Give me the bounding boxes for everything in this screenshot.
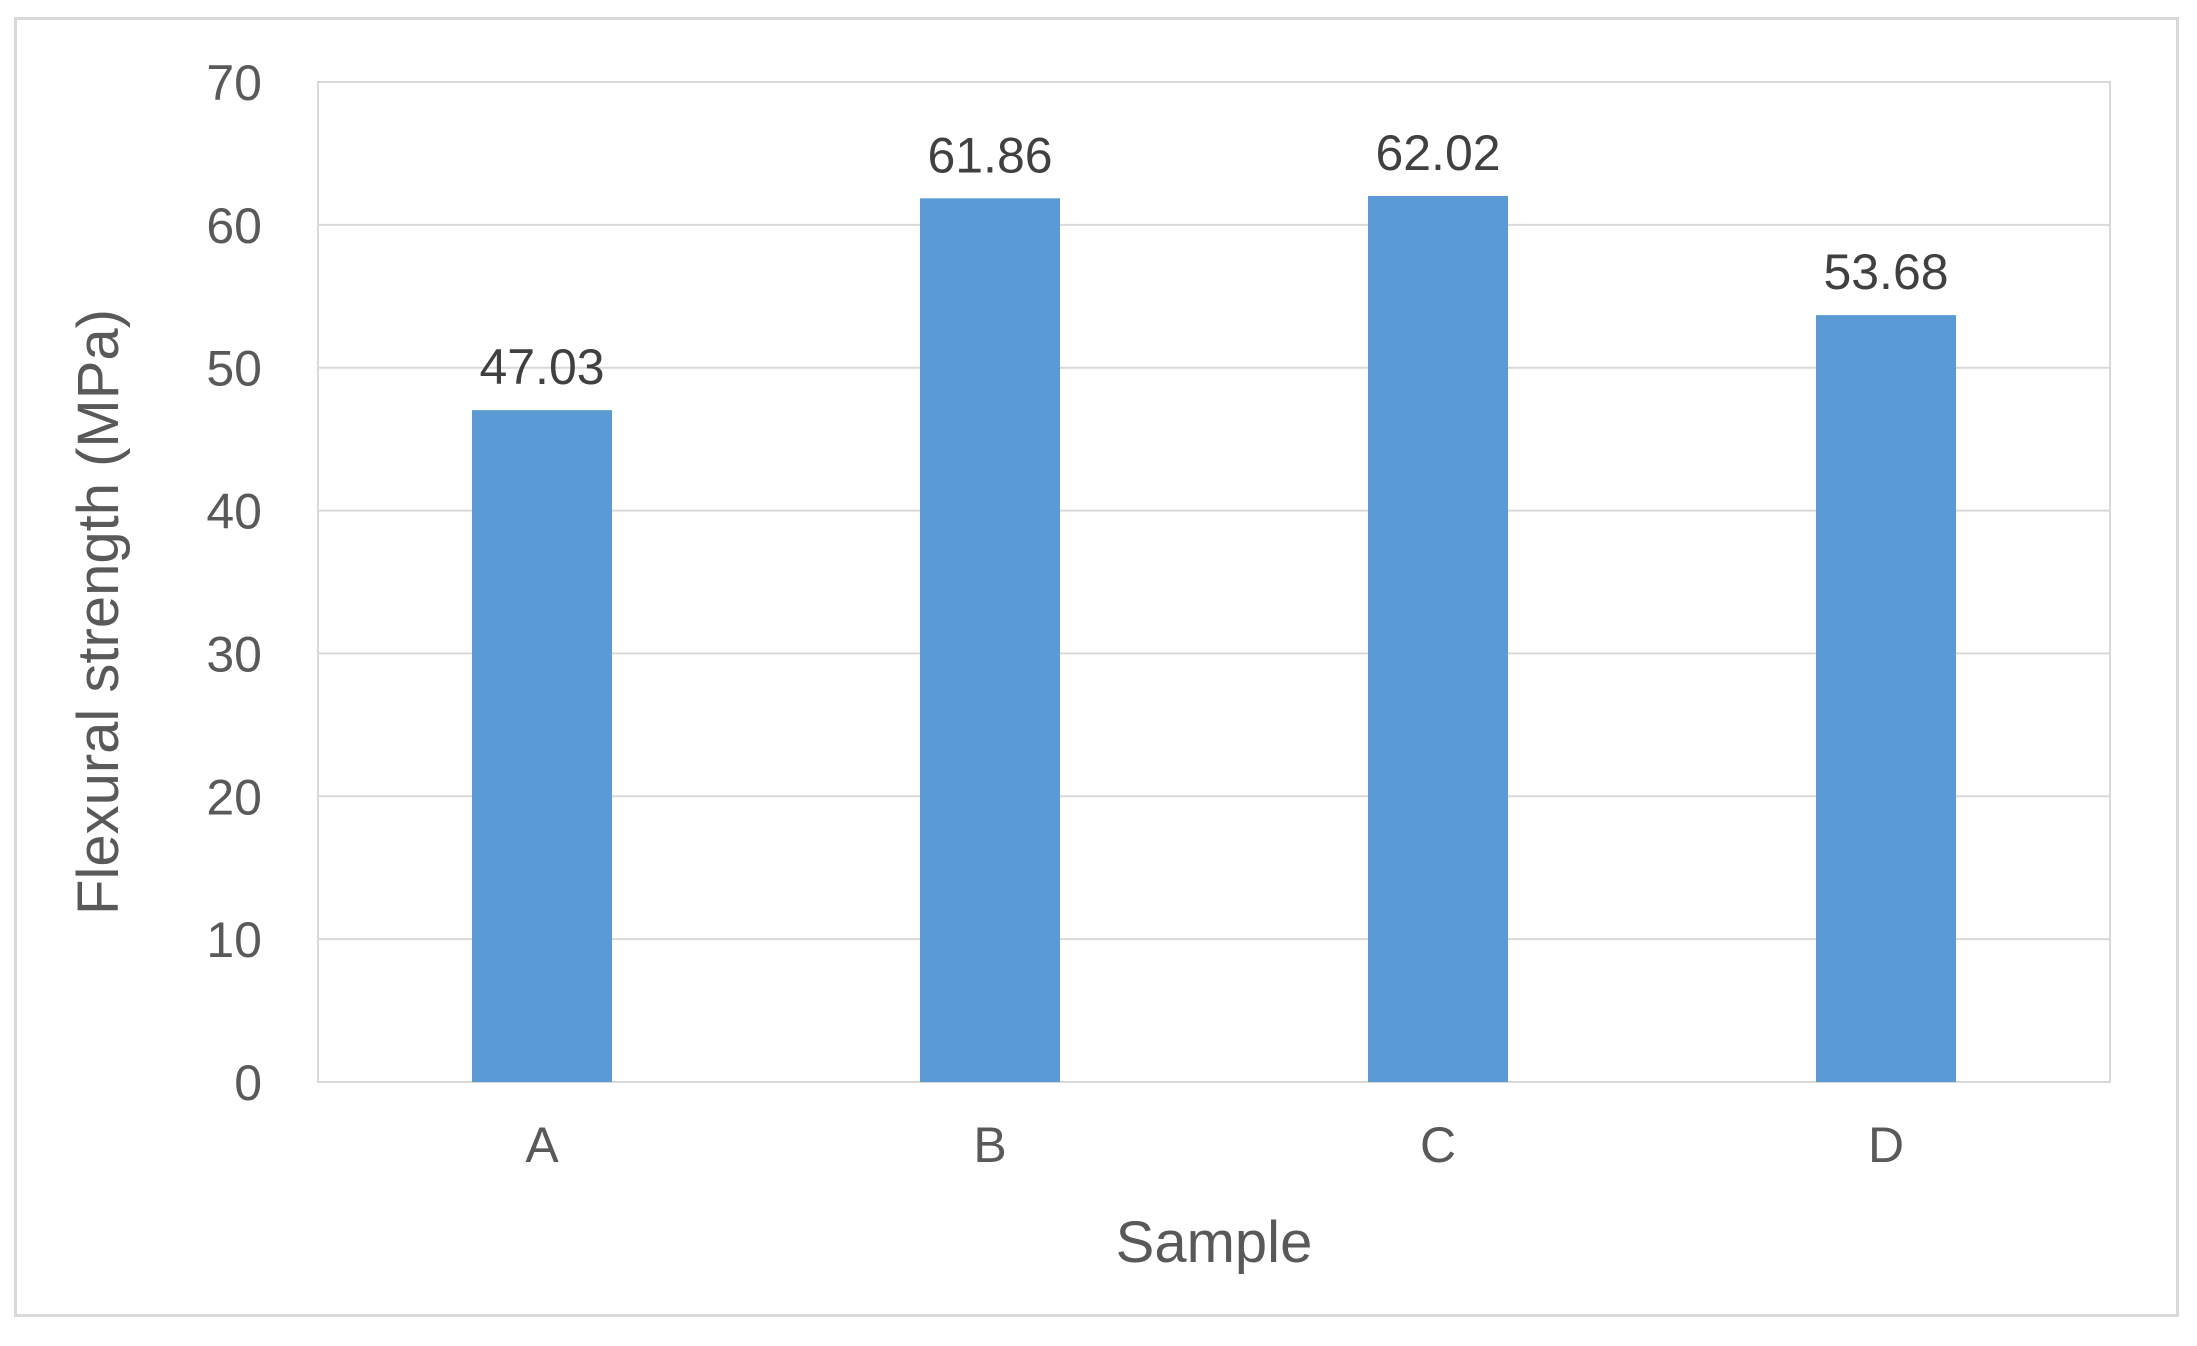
y-tick-label: 50	[206, 341, 262, 397]
bars	[472, 196, 1956, 1083]
x-tick-label: A	[525, 1117, 559, 1173]
x-tick-label: B	[973, 1117, 1006, 1173]
y-axis-title: Flexural strength (MPa)	[66, 309, 131, 915]
gridlines	[318, 81, 2110, 1083]
y-tick-label: 40	[206, 484, 262, 540]
y-tick-label: 10	[206, 912, 262, 968]
data-label: 61.86	[927, 127, 1052, 183]
y-tick-label: 20	[206, 769, 262, 825]
y-tick-label: 30	[206, 626, 262, 682]
x-tick-label: D	[1868, 1117, 1904, 1173]
bar-d	[1816, 315, 1956, 1083]
data-labels: 47.03 61.86 62.02 53.68	[479, 125, 1948, 395]
bar-b	[920, 198, 1060, 1083]
data-label: 53.68	[1823, 244, 1948, 300]
bar-a	[472, 410, 612, 1083]
y-tick-label: 0	[234, 1055, 262, 1111]
y-tick-label: 60	[206, 198, 262, 254]
bar-c	[1368, 196, 1508, 1082]
y-tick-label: 70	[206, 55, 262, 111]
x-axis-title: Sample	[1116, 1210, 1313, 1275]
data-label: 62.02	[1375, 125, 1500, 181]
y-tick-labels: 0 10 20 30 40 50 60 70	[206, 55, 262, 1111]
data-label: 47.03	[479, 339, 604, 395]
x-tick-labels: A B C D	[525, 1117, 1904, 1173]
x-tick-label: C	[1420, 1117, 1456, 1173]
